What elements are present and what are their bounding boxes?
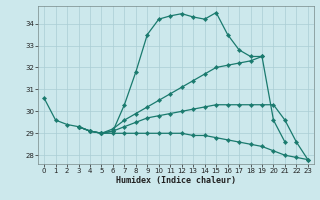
- X-axis label: Humidex (Indice chaleur): Humidex (Indice chaleur): [116, 176, 236, 185]
